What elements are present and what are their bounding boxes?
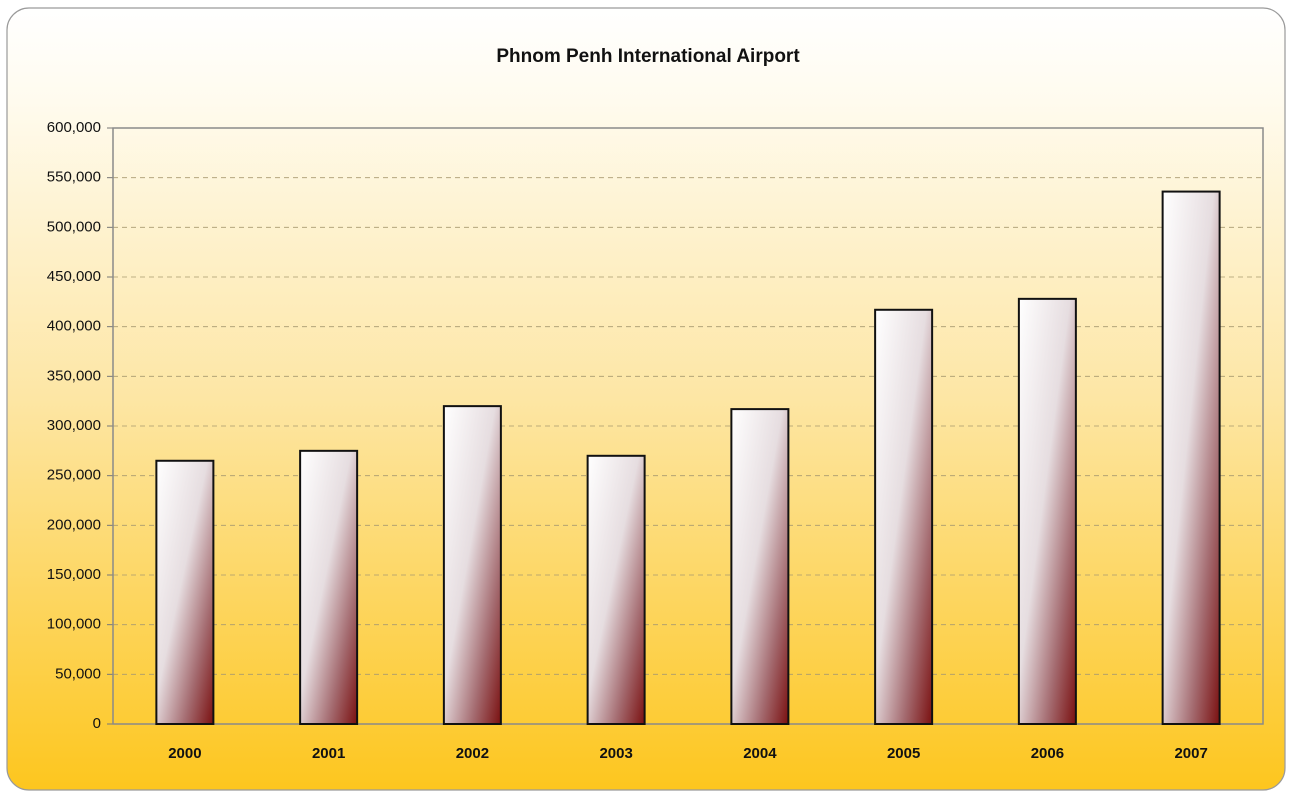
bar: [1017, 297, 1077, 725]
x-tick-label: 2006: [1031, 745, 1064, 762]
x-tick-label: 2003: [599, 745, 632, 762]
bar: [442, 405, 502, 725]
y-tick-label: 600,000: [47, 119, 101, 136]
x-tick-label: 2000: [168, 745, 201, 762]
y-tick-label: 250,000: [47, 467, 101, 484]
y-tick-label: 50,000: [55, 665, 101, 682]
chart-title: Phnom Penh International Airport: [496, 46, 800, 67]
y-tick-label: 200,000: [47, 516, 101, 533]
y-tick-label: 150,000: [47, 566, 101, 583]
y-tick-label: 350,000: [47, 367, 101, 384]
bar: [155, 459, 215, 725]
y-tick-label: 500,000: [47, 218, 101, 235]
bar: [874, 308, 934, 725]
x-tick-label: 2007: [1174, 745, 1207, 762]
x-tick-label: 2004: [743, 745, 777, 762]
y-tick-label: 100,000: [47, 616, 101, 633]
bar: [1161, 190, 1221, 726]
y-tick-label: 400,000: [47, 318, 101, 335]
y-tick-label: 450,000: [47, 268, 101, 285]
y-tick-label: 0: [93, 715, 101, 732]
bar: [299, 449, 359, 725]
plot-frame: [112, 127, 1264, 725]
bar: [586, 454, 646, 725]
y-tick-label: 550,000: [47, 169, 101, 186]
x-tick-label: 2002: [456, 745, 489, 762]
x-tick-label: 2001: [312, 745, 345, 762]
x-tick-label: 2005: [887, 745, 920, 762]
bar: [730, 408, 790, 725]
y-tick-label: 300,000: [47, 417, 101, 434]
